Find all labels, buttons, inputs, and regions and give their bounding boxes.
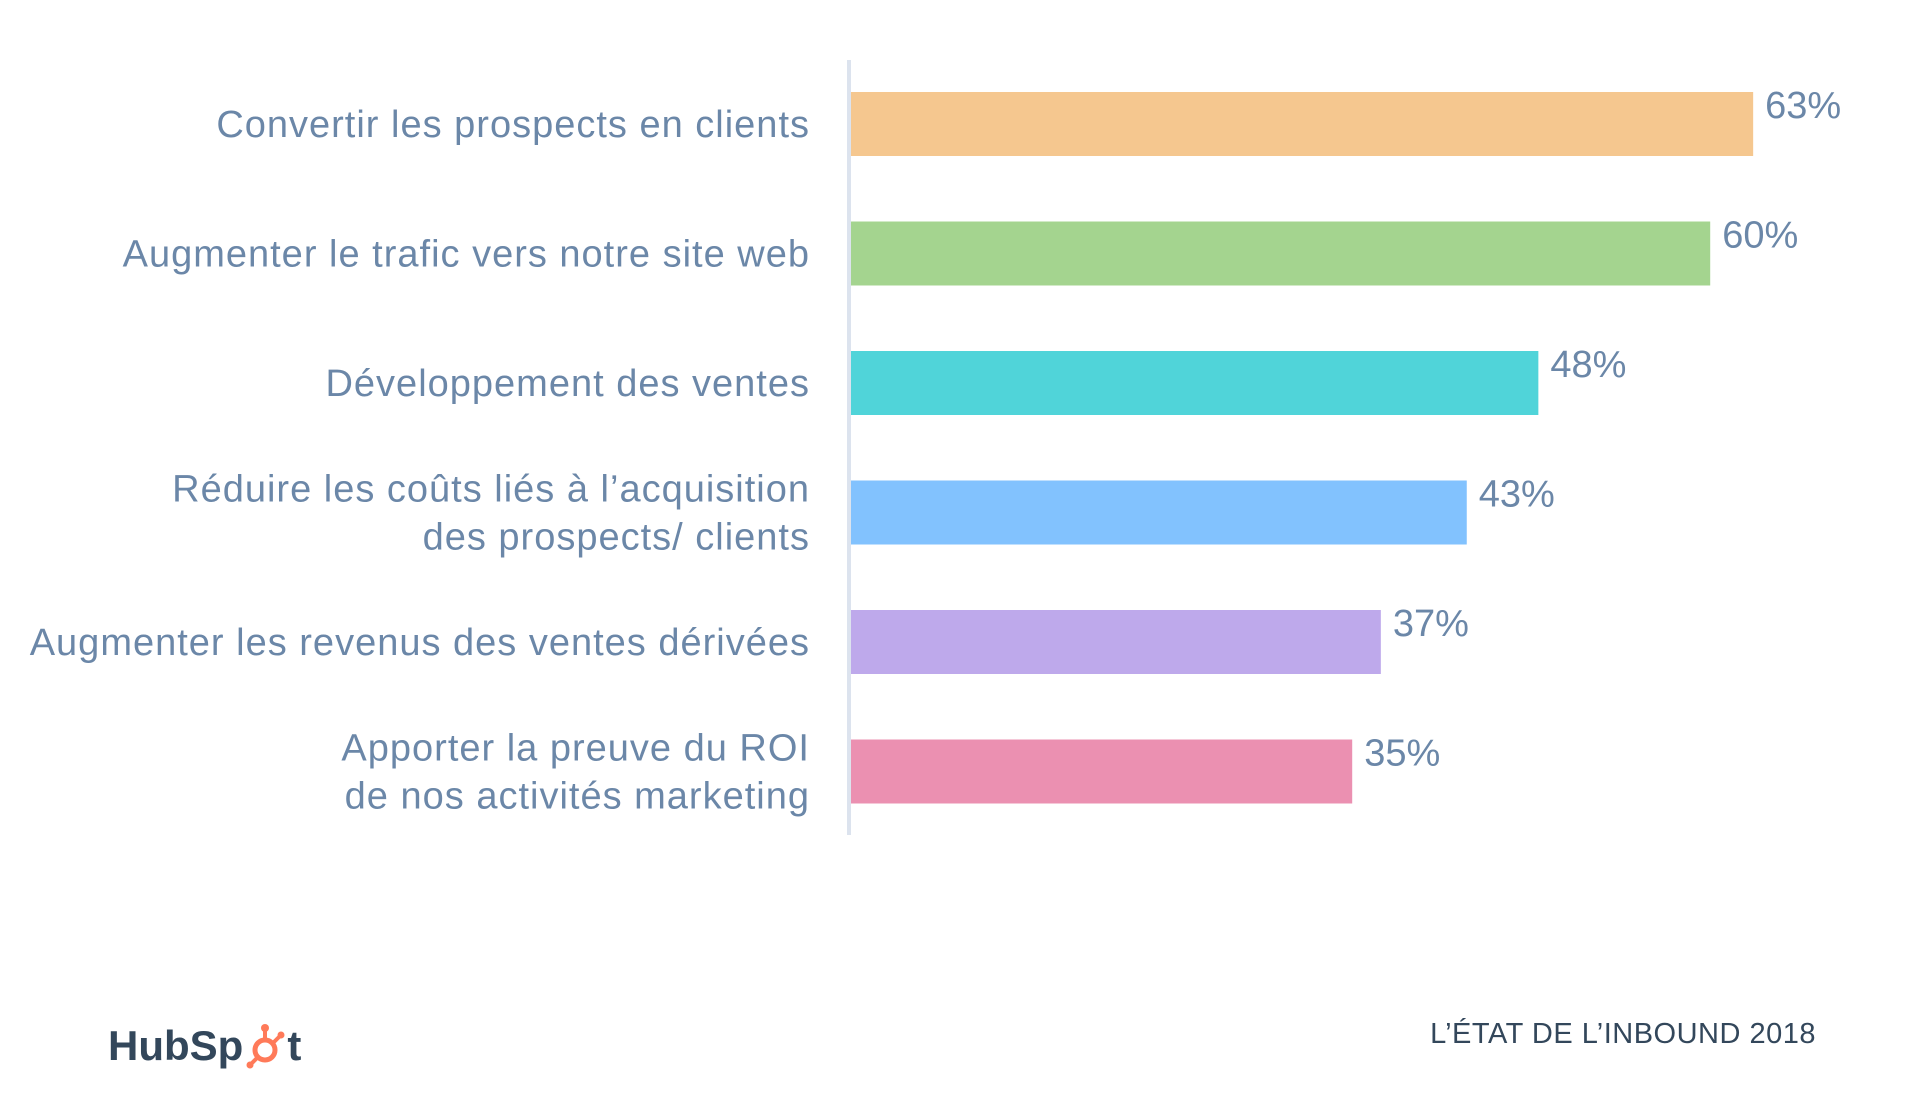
category-label-line: Convertir les prospects en clients — [216, 104, 810, 146]
value-label-6: 35% — [1364, 733, 1440, 775]
category-label-1: Convertir les prospects en clients — [216, 104, 810, 146]
category-label-line: des prospects/ clients — [423, 517, 810, 559]
category-label-2: Augmenter le trafic vers notre site web — [123, 234, 810, 276]
logo-text-right: t — [287, 1022, 302, 1069]
value-label-2: 60% — [1722, 215, 1798, 257]
category-label-line: Réduire les coûts liés à l’acquisition — [172, 469, 810, 511]
hubspot-logo: HubSp t — [108, 1022, 301, 1070]
value-label-1: 63% — [1765, 85, 1841, 127]
bar-chart: 63% Convertir les prospects en clients 60%… — [30, 60, 1841, 835]
category-label-line: Augmenter les revenus des ventes dérivée… — [30, 622, 810, 664]
category-label-5: Augmenter les revenus des ventes dérivée… — [30, 622, 810, 664]
category-label-line: Apporter la preuve du ROI — [341, 728, 810, 770]
category-label-line: Développement des ventes — [325, 363, 810, 405]
bar-1 — [851, 92, 1754, 156]
category-label-line: Augmenter le trafic vers notre site web — [123, 234, 810, 276]
value-label-4: 43% — [1479, 474, 1555, 516]
value-label-3: 48% — [1550, 344, 1626, 386]
source-caption: L’ÉTAT DE L’INBOUND 2018 — [1430, 1018, 1816, 1050]
bar-2 — [851, 221, 1711, 286]
value-label-5: 37% — [1393, 603, 1469, 645]
bar-5 — [851, 610, 1381, 674]
bar-6 — [851, 739, 1353, 804]
bar-3 — [851, 351, 1539, 415]
bar-4 — [851, 480, 1467, 545]
logo-text-left: HubSp — [108, 1022, 244, 1069]
category-label-line: de nos activités marketing — [345, 776, 810, 818]
sprocket-icon — [246, 1024, 285, 1069]
category-label-3: Développement des ventes — [325, 363, 810, 405]
category-label-4: Réduire les coûts liés à l’acquisition de… — [172, 469, 810, 559]
category-label-6: Apporter la preuve du ROI de nos activité… — [341, 728, 810, 818]
